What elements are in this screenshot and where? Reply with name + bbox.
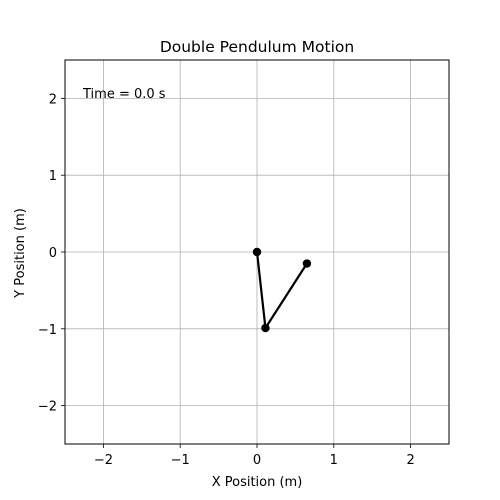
x-tick-label-4: 2 <box>406 453 414 468</box>
y-axis-label: Y Position (m) <box>13 208 28 299</box>
tick-layer: −2 −1 0 1 2 −2 −1 0 1 2 <box>38 92 415 468</box>
y-tick-label-3: 1 <box>49 169 57 184</box>
y-tick-label-0: −2 <box>38 400 57 415</box>
pendulum-point-1 <box>261 323 270 333</box>
x-tick-label-1: −1 <box>171 453 190 468</box>
x-tick-label-3: 1 <box>330 453 338 468</box>
x-tick-label-0: −2 <box>94 453 113 468</box>
y-tick-label-1: −1 <box>38 323 57 338</box>
y-tick-label-4: 2 <box>49 92 57 107</box>
chart-title: Double Pendulum Motion <box>160 38 354 56</box>
pendulum-point-0 <box>252 247 262 257</box>
y-tick-label-2: 0 <box>49 246 57 261</box>
x-tick-label-2: 0 <box>253 453 261 468</box>
x-axis-label: X Position (m) <box>212 475 303 490</box>
pendulum-point-2 <box>302 259 312 268</box>
series-layer <box>252 247 312 333</box>
time-annotation: Time = 0.0 s <box>82 87 166 102</box>
grid <box>65 60 449 444</box>
